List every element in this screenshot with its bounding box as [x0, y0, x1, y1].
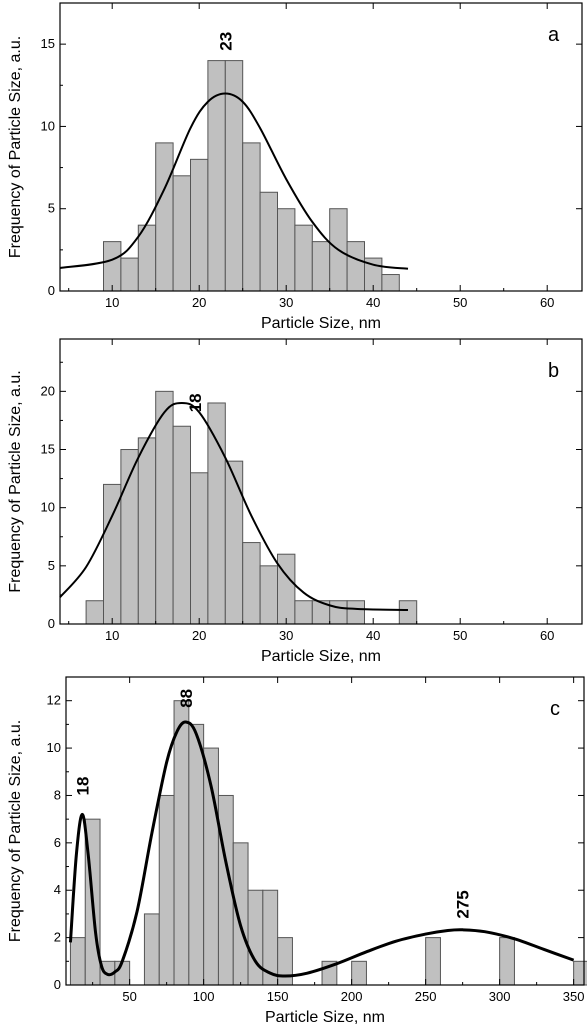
bar-b-0: [85, 600, 104, 625]
bar-c-7: [188, 723, 205, 986]
bar-b-14: [329, 600, 348, 625]
bar-b-18: [398, 600, 418, 625]
bar-a-4: [172, 175, 192, 292]
bar-b-5: [172, 425, 192, 625]
bar-c-10: [232, 842, 249, 986]
y-tick-label: 8: [54, 787, 61, 802]
plot-frame-c: [65, 676, 585, 986]
bar-c-5: [158, 794, 175, 986]
x-tick-label: 20: [192, 295, 206, 310]
bar-b-10: [259, 565, 279, 625]
bar-c-4: [143, 913, 160, 986]
x-tick-label: 50: [453, 628, 467, 643]
x-tick-label: 200: [341, 989, 363, 1004]
bar-c-11: [247, 889, 264, 986]
y-tick-label: 6: [54, 835, 61, 850]
bar-c-0: [69, 937, 86, 986]
y-tick-label: 20: [41, 383, 55, 398]
y-tick-label: 15: [41, 442, 55, 457]
x-axis-title: Particle Size, nm: [261, 315, 381, 332]
bar-b-3: [137, 437, 157, 625]
y-axis-title: Frequency of Particle Size, a.u.: [7, 720, 24, 942]
bar-b-9: [242, 542, 261, 625]
bar-c-13: [277, 937, 293, 986]
bar-b-8: [224, 460, 244, 625]
bar-c-15: [351, 960, 367, 986]
x-axis-title: Particle Size, nm: [261, 648, 381, 665]
peak-label: 18: [73, 777, 92, 796]
bar-a-0: [103, 241, 122, 292]
bar-a-1: [120, 257, 139, 292]
y-tick-label: 15: [41, 36, 55, 51]
x-tick-label: 30: [279, 295, 293, 310]
bar-c-18: [573, 960, 587, 986]
peak-label: 88: [177, 689, 196, 708]
plot-frame-a: [59, 2, 583, 292]
x-tick-label: 300: [489, 989, 511, 1004]
plot-frame-b: [59, 338, 583, 625]
y-tick-label: 10: [41, 118, 55, 133]
bar-b-12: [294, 600, 313, 625]
peak-label: 23: [216, 32, 235, 51]
panel-letter: b: [548, 360, 559, 382]
x-tick-label: 250: [415, 989, 437, 1004]
x-axis-title: Particle Size, nm: [265, 1009, 385, 1026]
bar-c-16: [425, 937, 441, 986]
bar-a-10: [277, 208, 296, 292]
y-tick-label: 0: [48, 616, 55, 631]
bar-b-11: [277, 553, 296, 625]
peak-label: 275: [454, 890, 473, 918]
y-tick-label: 10: [47, 740, 61, 755]
chart-panel-a: 10 20 30 40 50 60 0 5 10 15 Particle Size, nm Frequ…: [7, 2, 583, 332]
panel-letter: a: [548, 24, 560, 46]
y-tick-label: 0: [54, 977, 61, 992]
y-tick-label: 0: [48, 283, 55, 298]
bar-a-11: [294, 224, 313, 292]
y-tick-label: 5: [48, 558, 55, 573]
bar-b-15: [346, 600, 366, 625]
bar-a-3: [155, 142, 174, 292]
x-tick-label: 50: [122, 989, 136, 1004]
bar-a-9: [259, 191, 279, 292]
x-tick-label: 60: [540, 295, 554, 310]
bar-a-14: [346, 241, 366, 292]
y-axis-title: Frequency of Particle Size, a.u.: [7, 36, 24, 258]
x-tick-label: 150: [267, 989, 289, 1004]
bar-a-2: [137, 224, 157, 292]
bar-b-7: [207, 402, 226, 625]
x-tick-label: 30: [279, 628, 293, 643]
panel-letter: c: [550, 698, 560, 720]
peak-label: 18: [186, 393, 205, 412]
bar-a-8: [242, 142, 261, 292]
bar-b-6: [190, 472, 209, 625]
x-tick-label: 40: [366, 295, 380, 310]
fit-curve-c: [68, 720, 575, 978]
bar-a-5: [190, 158, 209, 292]
chart-panel-b: 10 20 30 40 50 60 0 5 10 15 20 Particle Size, nm Fre…: [7, 338, 583, 665]
x-tick-label: 10: [105, 295, 119, 310]
x-tick-label: 40: [366, 628, 380, 643]
x-tick-label: 60: [540, 628, 554, 643]
bar-a-12: [311, 241, 331, 292]
bar-a-16: [381, 274, 400, 292]
fit-curve-b: [59, 401, 409, 612]
bar-b-4: [155, 390, 174, 625]
bar-b-1: [103, 483, 122, 625]
bar-c-17: [499, 937, 515, 986]
y-tick-label: 2: [54, 930, 61, 945]
chart-panel-c: 50 100 150 200 250 300 350 0 2 4 6 8 10 12 Particle Si…: [7, 676, 587, 1026]
bar-c-6: [173, 700, 190, 986]
y-tick-label: 12: [47, 693, 61, 708]
x-tick-label: 10: [105, 628, 119, 643]
y-axis-title: Frequency of Particle Size, a.u.: [7, 370, 24, 592]
y-tick-label: 10: [41, 500, 55, 515]
y-tick-label: 5: [48, 201, 55, 216]
x-tick-label: 50: [453, 295, 467, 310]
fit-curve-a: [59, 92, 409, 270]
x-tick-label: 100: [193, 989, 215, 1004]
y-tick-label: 4: [54, 882, 61, 897]
x-tick-label: 20: [192, 628, 206, 643]
x-tick-label: 350: [563, 989, 585, 1004]
